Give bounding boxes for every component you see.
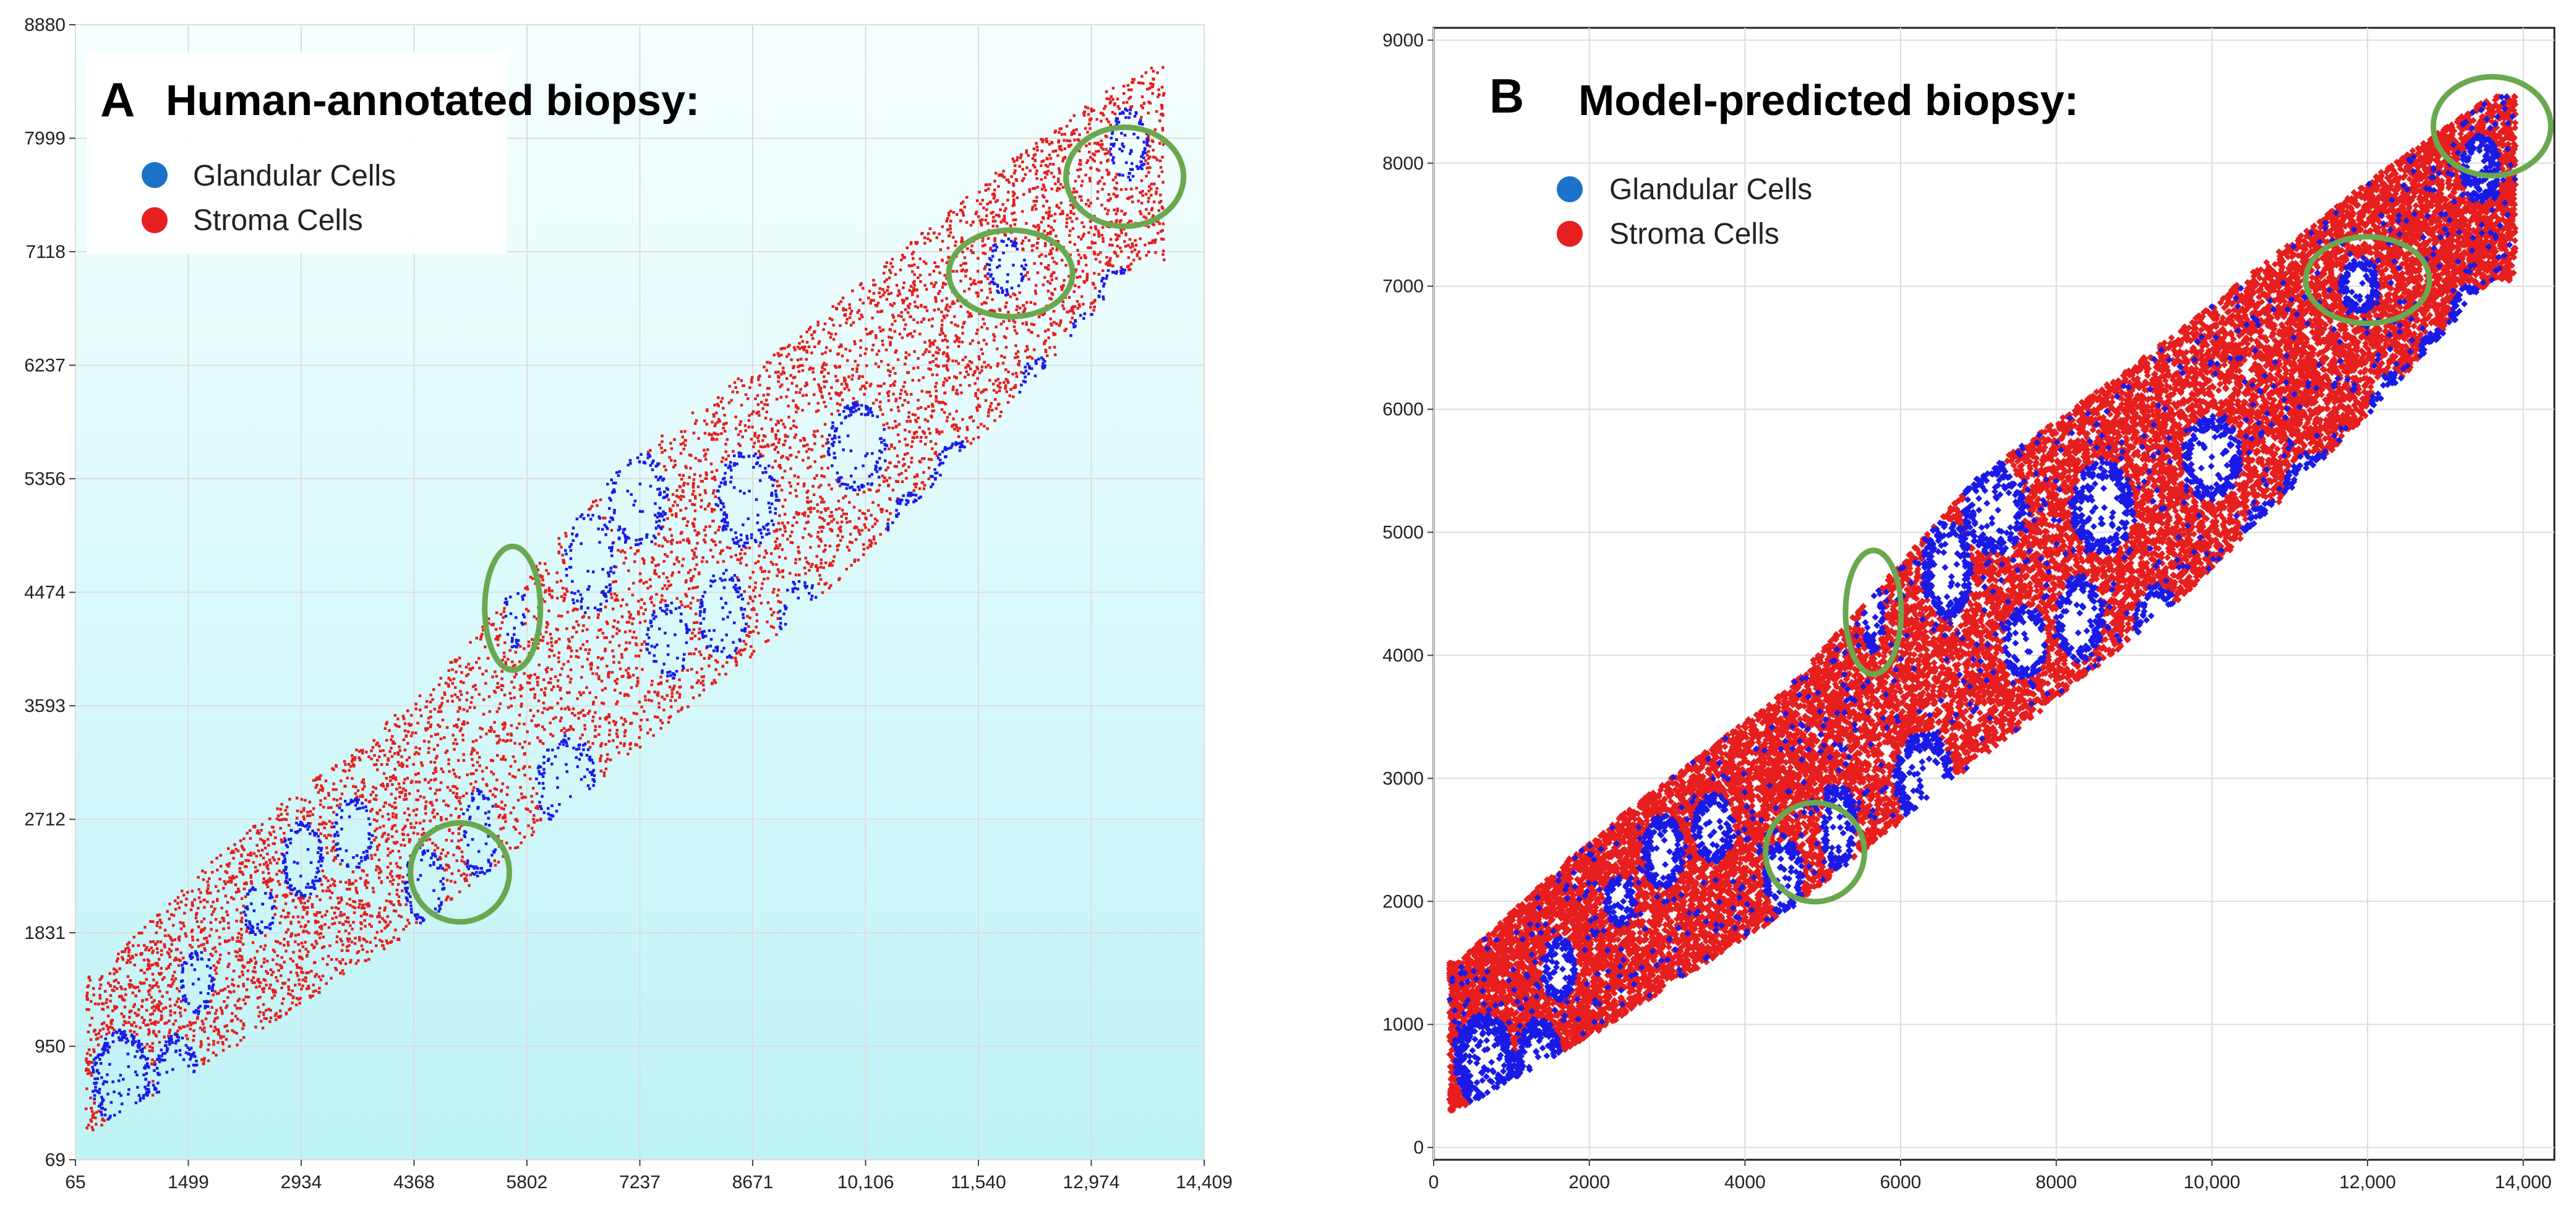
panel-a-x-tick-label: 10,106	[837, 1172, 894, 1193]
panel-a-legend-glandular-marker	[142, 162, 168, 188]
panel-b-legend-glandular-marker	[1557, 176, 1583, 202]
panel-b-y-tick-label: 9000	[1382, 30, 1424, 51]
panel-a-y-tick-label: 2712	[24, 810, 66, 830]
panel-b-x-tick-label: 10,000	[2183, 1172, 2240, 1193]
panel-a-points	[85, 66, 1166, 1132]
panel-a-highlights	[408, 124, 1187, 925]
panel-a-x-tick-label: 2934	[281, 1172, 322, 1193]
panel-a-title: Human-annotated biopsy:	[166, 76, 700, 124]
panel-b-x-tick-label: 4000	[1724, 1172, 1766, 1193]
panel-b-y-tick-label: 2000	[1382, 891, 1424, 912]
panel-a: 65 1499 2934 4368 5802 7237 8671 10,106 11,540 12…	[24, 15, 1233, 1193]
panel-b-y-tick-label: 7000	[1382, 276, 1424, 297]
panel-a-x-tick-label: 14,409	[1176, 1172, 1233, 1193]
panel-b-highlights	[1763, 74, 2554, 905]
panel-a-x-tick-label: 4368	[393, 1172, 435, 1193]
panel-b-legend-glandular-label: Glandular Cells	[1609, 173, 1812, 206]
panel-a-y-ticks: 69 950 1831 2712 3593 4474 5356 6237 7118 7999 888…	[24, 15, 75, 1170]
panel-a-y-tick-label: 7999	[24, 128, 66, 148]
panel-b-points	[1445, 93, 2519, 1114]
panel-b-title: Model-predicted biopsy:	[1578, 76, 2079, 124]
panel-b-x-tick-label: 2000	[1568, 1172, 1610, 1193]
panel-b-x-tick-label: 12,000	[2339, 1172, 2396, 1193]
panel-b-x-tick-label: 6000	[1880, 1172, 1922, 1193]
panel-b-y-tick-label: 6000	[1382, 400, 1424, 420]
panel-b-grid	[1433, 28, 2554, 1160]
panel-a-highlight-ellipse	[1063, 124, 1187, 229]
panel-b-y-ticks: 0 1000 2000 3000 4000 5000 6000 7000 8000 9000	[1382, 30, 1434, 1158]
panel-b-y-tick-label: 5000	[1382, 523, 1424, 543]
panel-b-y-tick-label: 8000	[1382, 153, 1424, 174]
panel-a-highlight-ellipse	[408, 820, 513, 925]
panel-a-y-tick-label: 1831	[24, 923, 66, 943]
panel-a-x-tick-label: 11,540	[951, 1172, 1006, 1193]
panel-a-x-tick-label: 8671	[732, 1172, 774, 1193]
panel-a-legend-stroma-marker	[142, 207, 168, 233]
panel-b-x-ticks: 0 2000 4000 6000 8000 10,000 12,000 14,000	[1429, 1160, 2552, 1193]
panel-a-x-tick-label: 7237	[619, 1172, 661, 1193]
panel-b-label: B	[1489, 69, 1524, 123]
panel-a-y-tick-label: 8880	[24, 15, 66, 35]
panel-a-x-tick-label: 5802	[507, 1172, 548, 1193]
panel-a-x-ticks: 65 1499 2934 4368 5802 7237 8671 10,106 11,540 12…	[65, 1160, 1233, 1193]
panel-a-highlight-ellipse	[946, 227, 1076, 320]
panel-b-y-tick-label: 4000	[1382, 645, 1424, 666]
panel-b-x-tick-label: 0	[1429, 1172, 1439, 1193]
panel-b-legend-stroma-marker	[1557, 221, 1583, 247]
panel-b-highlight-ellipse	[1763, 800, 1868, 905]
panel-b-x-tick-label: 14,000	[2495, 1172, 2552, 1193]
panel-a-x-tick-label: 1499	[168, 1172, 209, 1193]
panel-a-y-tick-label: 4474	[24, 583, 66, 603]
panel-b-y-tick-label: 1000	[1382, 1014, 1424, 1035]
panel-a-glandular-cells-series	[91, 108, 1149, 1121]
panel-b-highlight-ellipse	[2303, 234, 2433, 327]
panel-a-legend-glandular-label: Glandular Cells	[193, 160, 396, 192]
panel-b-x-tick-label: 8000	[2035, 1172, 2077, 1193]
panel-a-y-tick-label: 6237	[24, 355, 66, 375]
panel-a-y-tick-label: 5356	[24, 469, 66, 489]
panel-a-highlight-ellipse	[482, 543, 544, 673]
panel-a-y-tick-label: 950	[35, 1037, 66, 1057]
panel-b-y-tick-label: 0	[1413, 1137, 1424, 1158]
panel-a-x-tick-label: 65	[65, 1172, 85, 1193]
panel-b-highlight-ellipse	[2430, 74, 2554, 179]
panel-b-legend-stroma-label: Stroma Cells	[1609, 218, 1779, 251]
panel-b-stroma-cells-series	[1445, 93, 2519, 1114]
panel-b: 0 2000 4000 6000 8000 10,000 12,000 14,000 0 100…	[1382, 27, 2556, 1193]
panel-a-stroma-cells-series	[85, 66, 1166, 1132]
panel-a-label: A	[100, 72, 135, 127]
panel-b-y-tick-label: 3000	[1382, 768, 1424, 789]
panel-a-legend-stroma-label: Stroma Cells	[193, 204, 363, 237]
panel-b-highlight-ellipse	[1842, 547, 1904, 677]
panel-a-x-tick-label: 12,974	[1063, 1172, 1120, 1193]
panel-a-y-tick-label: 69	[45, 1150, 66, 1170]
panel-a-y-tick-label: 7118	[25, 242, 66, 262]
panel-a-y-tick-label: 3593	[24, 696, 66, 716]
